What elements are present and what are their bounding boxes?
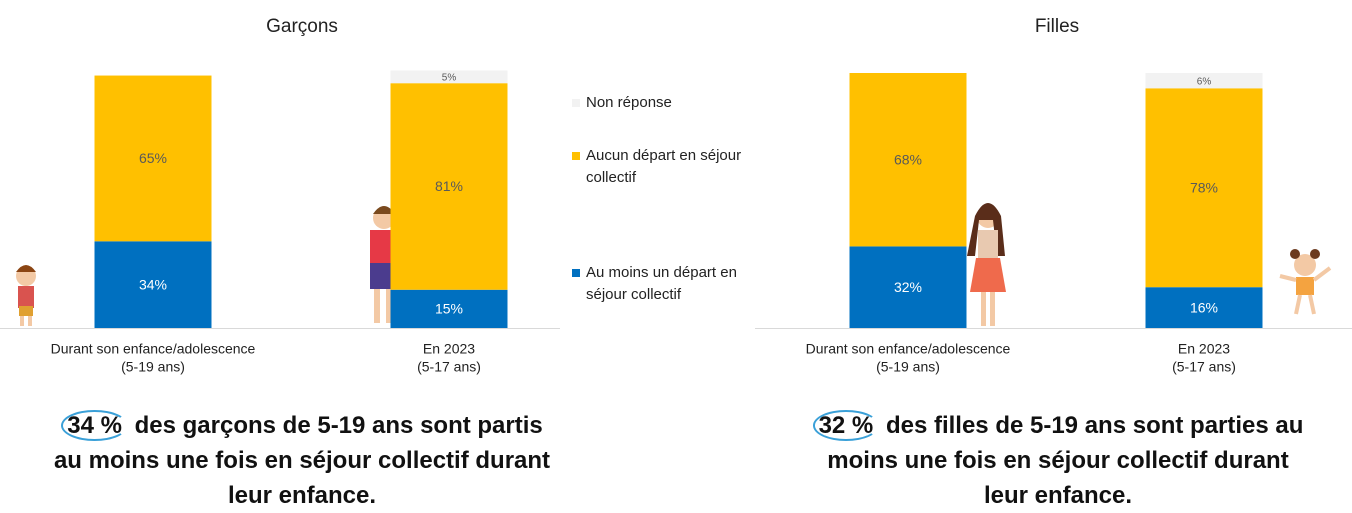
x-tick-label: En 2023 [423,341,475,357]
x-tick-label: Durant son enfance/adolescence [51,341,256,357]
caption-text: des filles de 5-19 ans sont parties au m… [827,412,1304,509]
bar-segment [1145,73,1263,89]
data-label: 15% [435,301,463,317]
bar-segment [849,73,967,247]
data-label: 32% [894,279,922,295]
data-label: 5% [442,72,457,83]
caption-text: des garçons de 5-19 ans sont partis au m… [53,412,551,509]
x-tick-label: Durant son enfance/adolescence [806,341,1011,357]
data-label: 65% [139,150,167,166]
illustration [16,203,1332,326]
legend-label: Aucun départ en séjour collectif [586,147,742,186]
bar-segment [390,289,508,328]
chart-title: Garçons [266,16,338,37]
bar-segment [390,70,508,84]
caption-highlight: 32 % [812,410,880,441]
legend-item: Non réponse [572,92,772,114]
legend-swatch [572,99,580,107]
bar-segment [94,241,212,328]
data-label: 68% [894,151,922,167]
bar-segment [390,83,508,290]
data-label: 78% [1190,179,1218,195]
bar-segment [1145,88,1263,288]
x-tick-sublabel: (5-17 ans) [417,359,481,375]
bar-segment [1145,287,1263,328]
x-tick-sublabel: (5-17 ans) [1172,359,1236,375]
x-tick-label: En 2023 [1178,341,1230,357]
caption-highlight: 34 % [61,410,128,441]
data-label: 81% [435,178,463,194]
legend-item: Aucun départ en séjour collectif [572,145,772,189]
x-tick-sublabel: (5-19 ans) [121,359,185,375]
data-label: 34% [139,276,167,292]
data-label: 16% [1190,299,1218,315]
data-label: 6% [1197,76,1212,87]
x-tick-sublabel: (5-19 ans) [876,359,940,375]
legend-label: Non réponse [586,94,672,111]
bar-segment [849,246,967,328]
legend-label: Au moins un départ en séjour collectif [586,264,737,303]
legend-swatch [572,152,580,160]
caption: 32 % des filles de 5-19 ans sont parties… [808,408,1308,513]
legend-swatch [572,269,580,277]
caption: 34 % des garçons de 5-19 ans sont partis… [52,408,552,513]
legend-item: Au moins un départ en séjour collectif [572,262,772,306]
bar-segment [94,75,212,242]
chart-title: Filles [1035,16,1079,37]
